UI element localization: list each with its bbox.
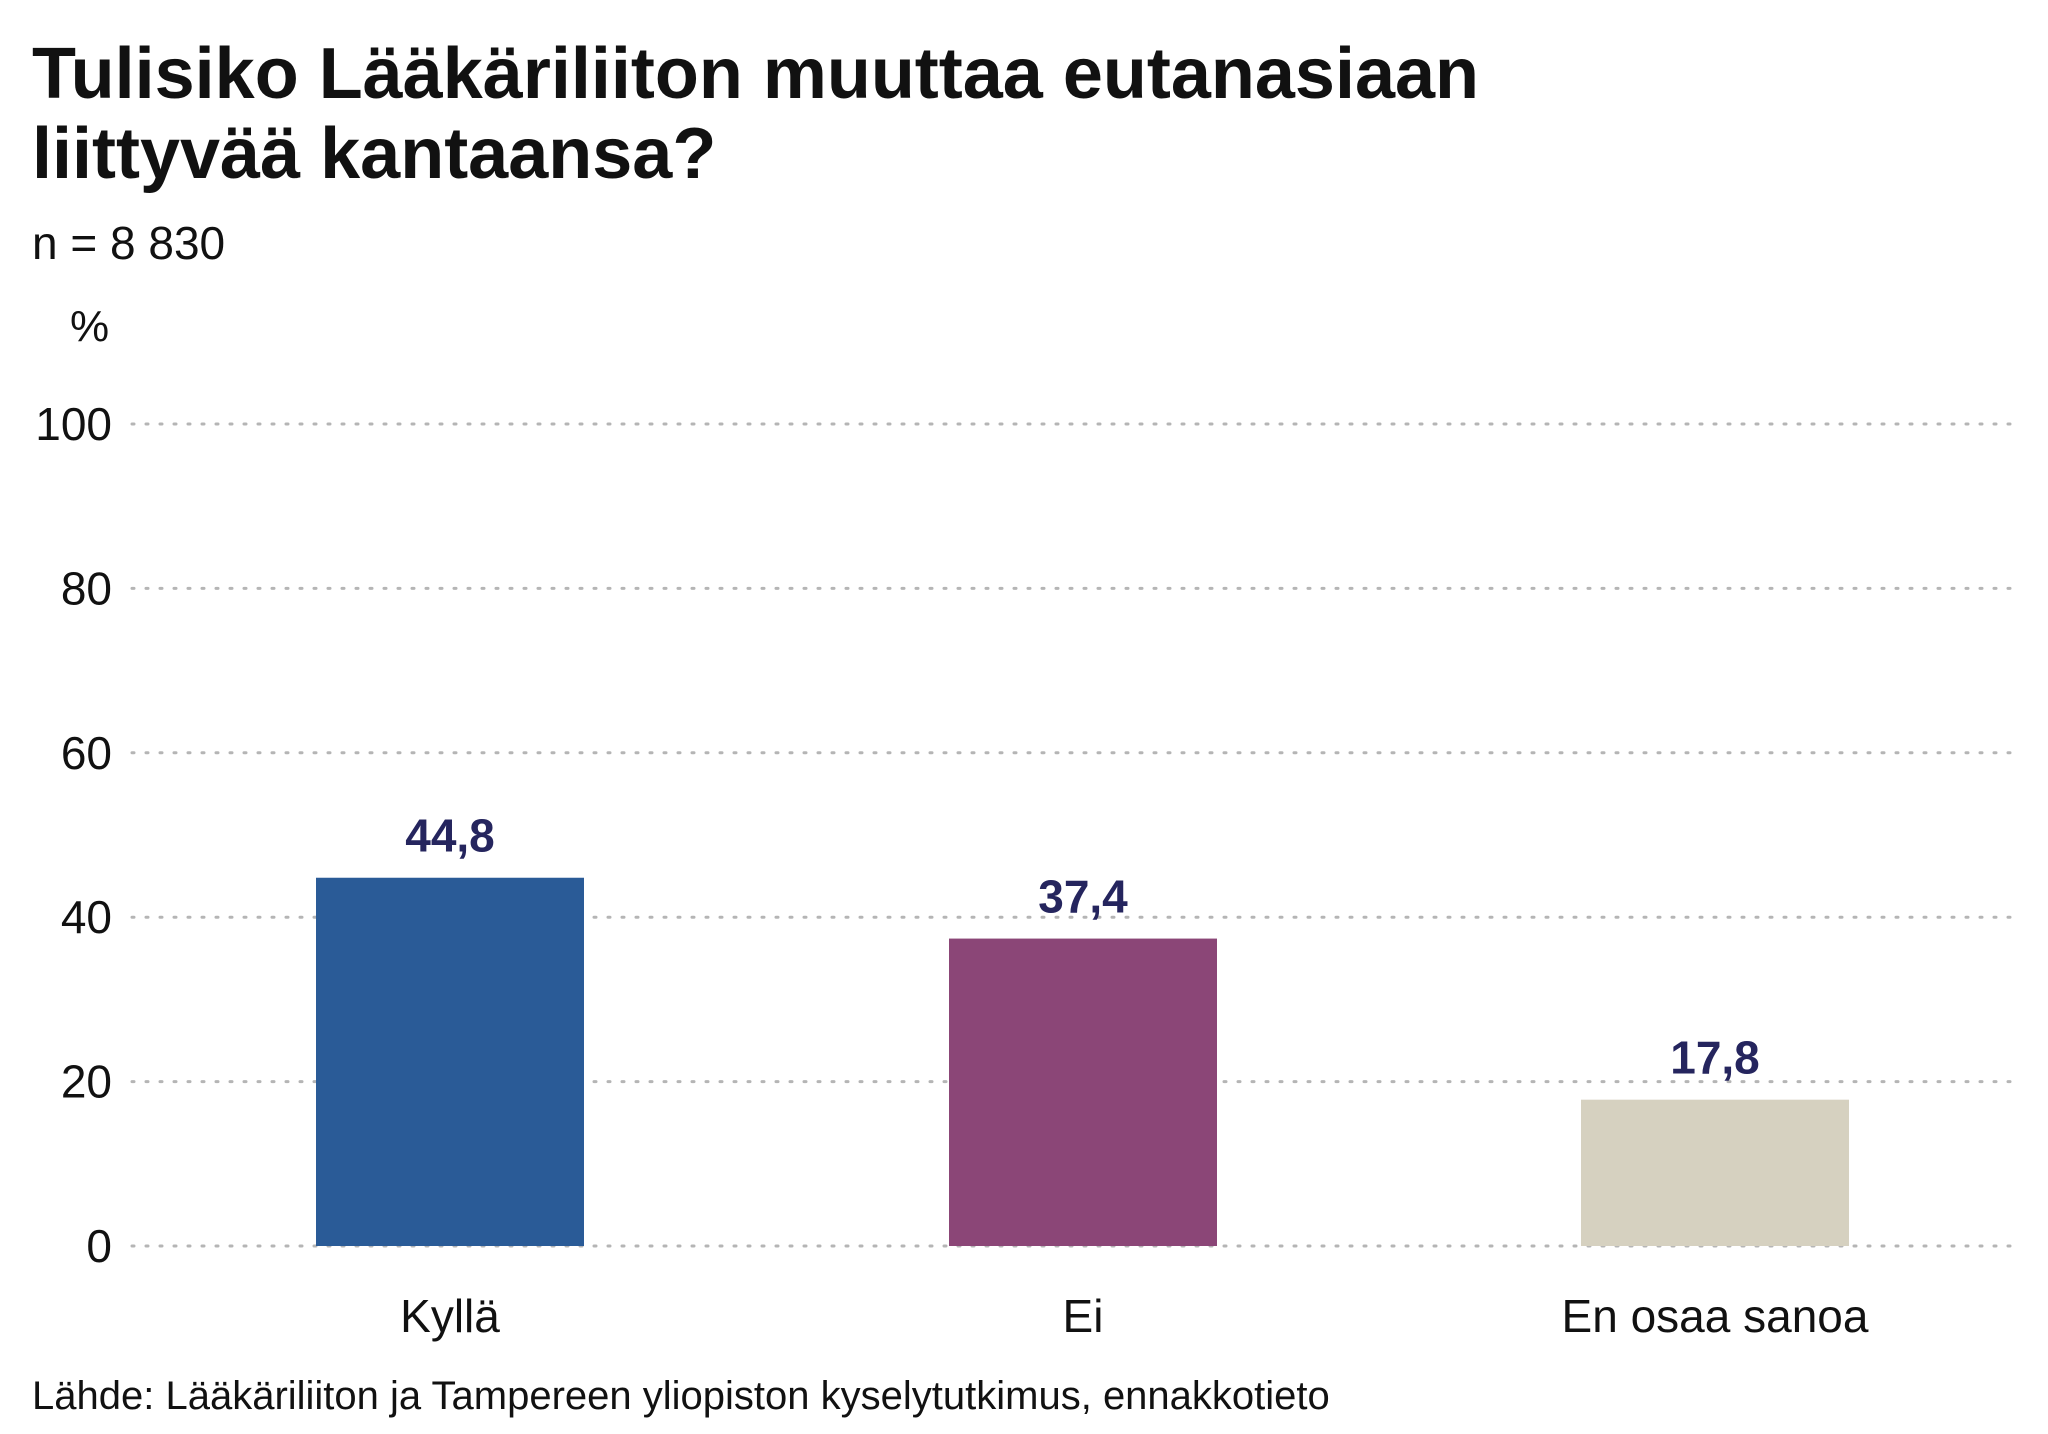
y-tick-label: 80: [61, 562, 112, 614]
bar: [316, 877, 584, 1246]
category-label: Ei: [1063, 1290, 1104, 1342]
chart-title: Tulisiko Lääkäriliiton muuttaa eutanasia…: [32, 34, 1480, 194]
y-axis-ticks: 0 20 40 60 80 100: [35, 398, 112, 1272]
bar-value-label: 17,8: [1670, 1032, 1760, 1084]
bars: [316, 877, 1849, 1246]
chart-subtitle: n = 8 830: [32, 217, 226, 269]
bar: [1581, 1099, 1849, 1246]
y-axis-unit-label: %: [70, 302, 110, 351]
bar-value-label: 37,4: [1038, 871, 1128, 923]
y-tick-label: 0: [86, 1220, 112, 1272]
y-tick-label: 40: [61, 891, 112, 943]
bar-value-label: 44,8: [405, 810, 495, 862]
y-tick-label: 20: [61, 1056, 112, 1108]
y-tick-label: 60: [61, 727, 112, 779]
y-tick-label: 100: [35, 398, 112, 450]
category-label: Kyllä: [400, 1290, 500, 1342]
bar: [949, 938, 1217, 1246]
value-labels: 44,8 37,4 17,8: [405, 810, 1760, 1084]
source-note: Lähde: Lääkäriliiton ja Tampereen yliopi…: [32, 1374, 1330, 1418]
category-label: En osaa sanoa: [1562, 1290, 1869, 1342]
category-labels: Kyllä Ei En osaa sanoa: [400, 1290, 1869, 1342]
